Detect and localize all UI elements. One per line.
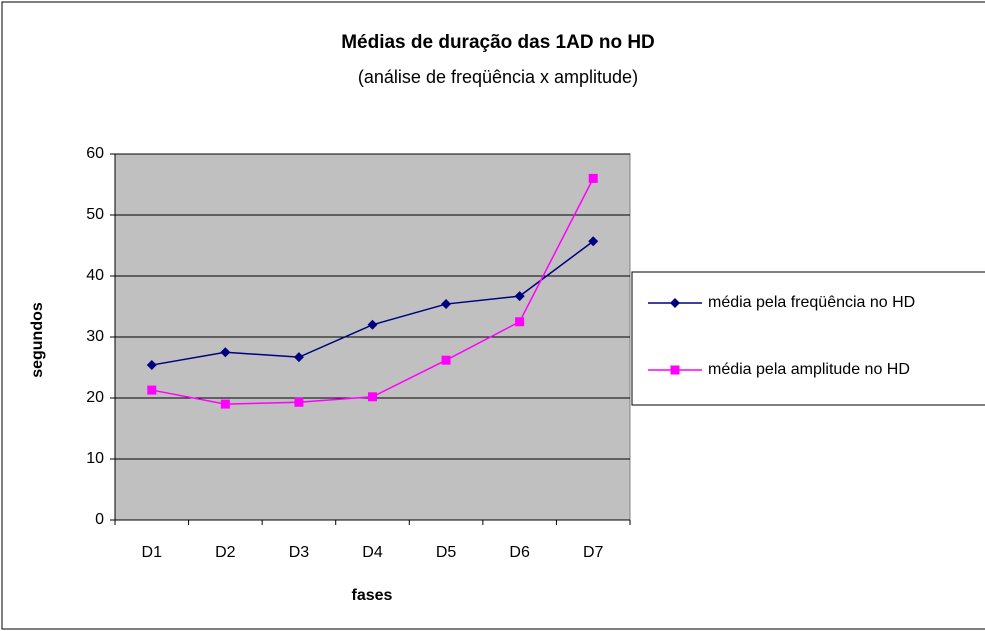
y-tick-label: 40 <box>86 267 104 284</box>
point <box>588 236 599 247</box>
legend-label: média pela freqüência no HD <box>708 294 915 311</box>
point <box>220 399 230 409</box>
x-tick-label: D4 <box>362 544 383 561</box>
point <box>146 360 157 371</box>
legend-marker <box>670 365 680 375</box>
x-tick-label: D6 <box>509 544 530 561</box>
y-tick-label: 60 <box>86 145 104 162</box>
legend-label: média pela amplitude no HD <box>708 361 910 378</box>
point <box>441 355 451 365</box>
point <box>294 397 304 407</box>
point <box>514 291 525 302</box>
x-tick-label: D5 <box>436 544 457 561</box>
legend <box>631 271 985 406</box>
chart-title: Médias de duração das 1AD no HD <box>341 32 655 53</box>
chart-subtitle: (análise de freqüência x amplitude) <box>358 67 638 87</box>
point <box>367 319 378 330</box>
legend-marker <box>670 298 680 308</box>
y-axis-label: segundos <box>29 302 46 378</box>
point <box>588 173 598 183</box>
x-tick-label: D3 <box>289 544 310 561</box>
point <box>293 352 304 363</box>
point <box>220 347 231 358</box>
x-axis-label: fases <box>352 587 393 604</box>
point <box>441 299 452 310</box>
x-tick-label: D7 <box>583 544 604 561</box>
point <box>147 385 157 395</box>
x-tick-label: D2 <box>215 544 236 561</box>
y-tick-label: 20 <box>86 389 104 406</box>
y-tick-label: 10 <box>86 450 104 467</box>
x-tick-label: D1 <box>142 544 163 561</box>
point <box>368 392 377 402</box>
y-tick-label: 50 <box>86 206 104 223</box>
y-tick-label: 30 <box>86 328 104 345</box>
y-tick-label: 0 <box>95 511 104 528</box>
point <box>515 317 525 327</box>
